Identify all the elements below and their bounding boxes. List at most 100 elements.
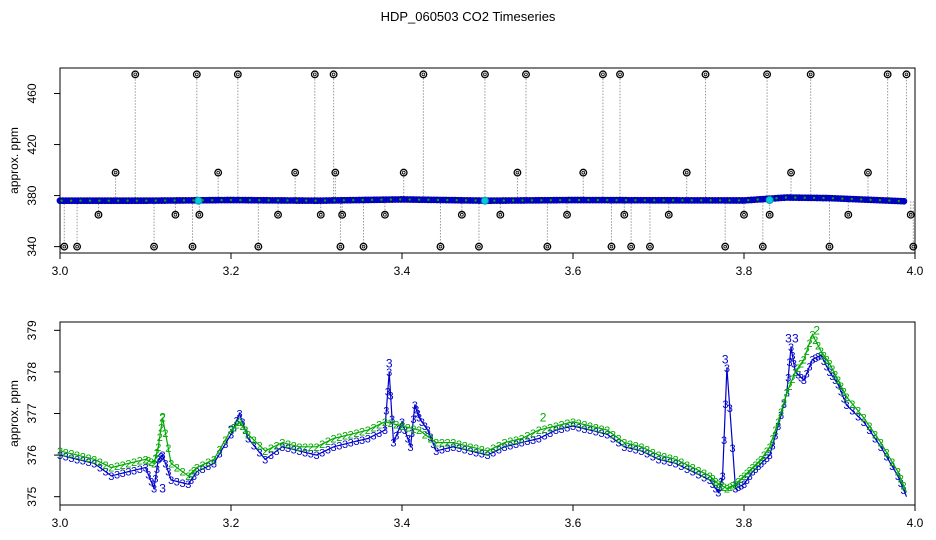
series-marker-2: 2 xyxy=(188,468,194,480)
series-marker-2: 2 xyxy=(806,338,812,350)
series-marker-3: 3 xyxy=(385,386,391,398)
series-marker-2: 2 xyxy=(530,428,536,440)
outlier-point-inner xyxy=(331,72,336,77)
series-marker-2: 2 xyxy=(710,474,716,486)
series-marker-3: 3 xyxy=(627,443,633,455)
outlier-point xyxy=(329,70,338,79)
outlier-point-inner xyxy=(62,244,67,249)
series-marker-3: 3 xyxy=(732,483,738,495)
series-marker-2: 2 xyxy=(878,438,884,450)
baseline-point-alt xyxy=(229,198,233,202)
y-tick-label: 380 xyxy=(25,185,39,205)
series-marker-3: 3 xyxy=(806,361,812,373)
series-marker-3: 3 xyxy=(826,367,832,379)
series-marker-3: 3 xyxy=(758,458,764,470)
series-marker-2: 2 xyxy=(730,481,736,493)
series-marker-2: 2 xyxy=(812,335,818,347)
baseline-point-alt xyxy=(869,198,872,202)
outlier-point xyxy=(806,70,815,79)
outlier-point xyxy=(94,210,103,219)
series-marker-3: 3 xyxy=(313,450,319,462)
series-marker-3: 3 xyxy=(778,410,784,422)
series-marker-2: 2 xyxy=(824,354,830,366)
series-marker-3: 3 xyxy=(576,422,582,434)
outlier-point-inner xyxy=(609,244,614,249)
series-marker-3: 3 xyxy=(581,424,587,436)
baseline-point-alt xyxy=(606,198,609,202)
series-marker-2: 2 xyxy=(256,440,262,452)
baseline-point-alt xyxy=(822,196,825,200)
series-marker-2: 2 xyxy=(234,420,240,432)
series-marker-3: 3 xyxy=(462,445,468,457)
series-marker-3: 3 xyxy=(393,431,399,443)
outlier-point xyxy=(150,242,158,251)
series-marker-3: 3 xyxy=(889,461,895,473)
baseline-point-alt xyxy=(558,198,562,202)
outlier-point-inner xyxy=(846,212,851,217)
x-tick-label: 3.8 xyxy=(736,516,753,530)
series-marker-3: 3 xyxy=(507,440,513,452)
series-marker-2: 2 xyxy=(809,329,815,341)
series-marker-2: 2 xyxy=(479,445,485,457)
outlier-point-inner xyxy=(190,244,195,249)
series-marker-3: 3 xyxy=(151,483,157,495)
series-marker-3: 3 xyxy=(718,476,724,488)
series-marker-2: 2 xyxy=(604,425,610,437)
series-marker-2: 2 xyxy=(684,460,690,472)
outlier-point xyxy=(336,242,345,251)
series-marker-2: 2 xyxy=(313,442,319,454)
series-marker-2: 2 xyxy=(638,442,644,454)
series-marker-3: 3 xyxy=(789,350,795,362)
series-marker-2: 2 xyxy=(262,446,268,458)
outlier-point-inner xyxy=(197,212,202,217)
outlier-point-inner xyxy=(622,212,627,217)
series-marker-2: 2 xyxy=(174,463,180,475)
series-marker-2: 2 xyxy=(331,433,337,445)
series-marker-3: 3 xyxy=(97,463,103,475)
outlier-point-inner xyxy=(524,72,528,77)
baseline-point-alt xyxy=(653,199,656,202)
series-marker-3: 3 xyxy=(815,352,821,364)
series-marker-2: 2 xyxy=(570,417,576,429)
y-tick-label: 378 xyxy=(25,362,39,382)
series-marker-2: 2 xyxy=(772,425,778,437)
baseline-point-alt xyxy=(596,198,599,202)
series-marker-3: 3 xyxy=(541,431,547,443)
series-marker-3: 3 xyxy=(236,409,242,421)
series-marker-3: 3 xyxy=(251,440,257,452)
series-marker-2: 2 xyxy=(168,458,174,470)
series-marker-3: 3 xyxy=(769,440,775,452)
series-marker-3: 3 xyxy=(722,352,729,366)
outlier-point-inner xyxy=(911,244,916,249)
series-marker-2: 2 xyxy=(798,359,804,371)
x-tick-label: 3.0 xyxy=(52,516,69,530)
baseline-point-alt xyxy=(258,199,261,202)
series-marker-3: 3 xyxy=(818,350,824,362)
outlier-point-inner xyxy=(808,72,813,77)
series-marker-3: 3 xyxy=(633,445,639,457)
baseline-point-alt xyxy=(333,199,336,202)
series-marker-3: 3 xyxy=(365,433,371,445)
series-marker-2: 2 xyxy=(829,364,835,376)
outlier-point xyxy=(664,210,673,219)
series-marker-2: 2 xyxy=(610,429,616,441)
series-marker-2: 2 xyxy=(370,422,376,434)
series-marker-3: 3 xyxy=(650,451,656,463)
outlier-point-inner xyxy=(827,244,832,249)
baseline-point-alt xyxy=(314,199,317,202)
series-marker-2: 2 xyxy=(427,433,433,445)
outlier-point-inner xyxy=(195,72,199,77)
series-marker-3: 3 xyxy=(168,475,174,487)
series-marker-3: 3 xyxy=(788,342,794,354)
outlier-point xyxy=(543,242,552,251)
highlight-point xyxy=(194,196,203,205)
series-marker-3: 3 xyxy=(866,425,872,437)
outlier-point xyxy=(579,168,588,177)
series-marker-3: 3 xyxy=(222,439,228,451)
baseline-point-alt xyxy=(897,199,900,203)
outlier-point xyxy=(740,210,748,219)
baseline-point-alt xyxy=(248,198,252,202)
series-marker-3: 3 xyxy=(413,404,419,416)
series-marker-2: 2 xyxy=(393,420,399,432)
outlier-point xyxy=(598,70,607,79)
